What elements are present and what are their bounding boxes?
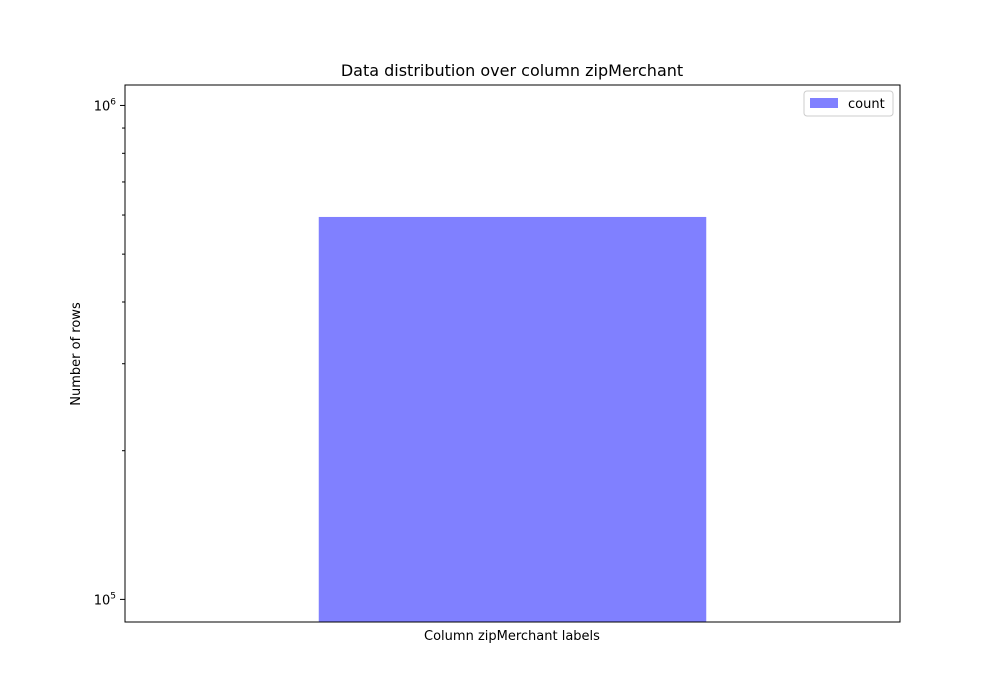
plot-area (318, 216, 707, 622)
x-axis-label: Column zipMerchant labels (424, 629, 600, 644)
y-axis-label: Number of rows (69, 302, 84, 406)
y-axis-ticks: 105 106 (94, 97, 125, 608)
legend-label: count (848, 97, 885, 112)
axes-frame (124, 84, 901, 623)
legend: count (803, 90, 894, 117)
y-tick-label-0: 105 (94, 591, 116, 608)
y-tick-label-1: 106 (94, 97, 117, 114)
legend-swatch (810, 98, 838, 108)
legend-frame (803, 90, 894, 117)
bar-0 (318, 216, 707, 622)
chart-title: Data distribution over column zipMerchan… (341, 61, 683, 80)
